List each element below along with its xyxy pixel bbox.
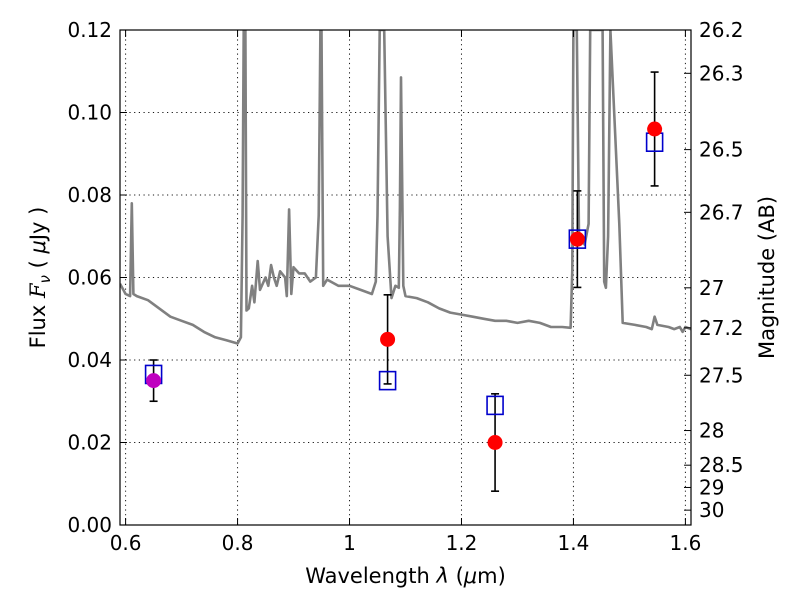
observed-flux-point: [487, 435, 503, 450]
y-tick-label: 0.08: [67, 183, 112, 207]
plot-area: [120, 30, 691, 345]
y2-tick-label: 30: [699, 498, 724, 522]
y2-tick-label: 28: [699, 419, 724, 443]
y2-tick-label: 29: [699, 475, 724, 499]
observed-flux-point: [146, 373, 162, 389]
tick-labels: 0.6 0.8 1 1.2 1.4 1.6 0.00 0.02 0.04 0.06 0.08 0.10…: [67, 18, 743, 555]
y-tick-label: 0.10: [67, 101, 112, 125]
x-tick-label: 0.6: [110, 531, 142, 555]
x-axis-title: Wavelength λ (μm): [305, 564, 506, 588]
x-tick-label: 1.6: [669, 531, 701, 555]
observed-flux-point: [569, 231, 585, 247]
y-tick-label: 0.06: [67, 266, 112, 290]
observed-flux-point: [647, 121, 663, 137]
y-axis-title: Flux Fν ( μJy ): [26, 207, 54, 349]
model-photometry-square: [378, 370, 397, 391]
model-photometry-square: [568, 229, 587, 249]
y-tick-label: 0.00: [67, 513, 112, 537]
y2-tick-label: 26.3: [699, 61, 744, 85]
y-tick-label: 0.02: [67, 431, 112, 455]
y2-tick-label: 28.5: [699, 453, 744, 477]
x-tick-label: 1.2: [446, 531, 478, 555]
markers: [144, 71, 664, 492]
observed-flux-point: [380, 331, 396, 347]
y2-tick-label: 26.7: [699, 200, 744, 224]
y2-tick-label: 27.2: [699, 316, 744, 340]
y2-tick-label: 26.5: [699, 138, 744, 162]
x-tick-label: 1.4: [558, 531, 590, 555]
x-tick-label: 1: [343, 531, 356, 555]
y2-tick-label: 27.5: [699, 363, 744, 387]
y2-tick-label: 27: [699, 276, 724, 300]
y2-axis-title: Magnitude (AB): [755, 196, 779, 359]
y-tick-label: 0.12: [67, 18, 112, 42]
y-tick-label: 0.04: [67, 348, 112, 372]
x-tick-label: 0.8: [222, 531, 254, 555]
ticks: [120, 29, 691, 526]
y2-tick-label: 26.2: [699, 18, 744, 42]
model-photometry-square: [486, 395, 504, 416]
model-sed-line: [120, 30, 691, 345]
